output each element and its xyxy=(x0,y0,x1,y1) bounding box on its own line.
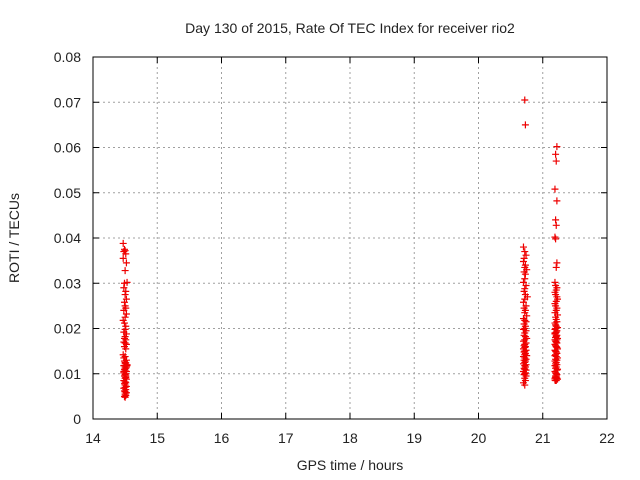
data-point xyxy=(552,221,560,229)
data-point xyxy=(120,392,128,400)
plot-frame xyxy=(92,56,608,420)
data-point xyxy=(552,331,560,339)
data-point xyxy=(121,393,129,401)
data-point xyxy=(119,239,127,247)
y-tick-label: 0.05 xyxy=(54,185,81,201)
x-axis-label: GPS time / hours xyxy=(297,457,404,473)
data-point xyxy=(519,298,527,306)
x-tick-label: 15 xyxy=(149,430,165,446)
data-point xyxy=(552,235,560,243)
data-point xyxy=(551,278,559,286)
data-point xyxy=(552,150,560,158)
x-tick-label: 21 xyxy=(535,430,551,446)
data-point xyxy=(122,259,130,267)
data-point xyxy=(553,197,561,205)
data-point xyxy=(122,250,130,258)
data-point xyxy=(521,381,529,389)
data-point xyxy=(553,259,561,267)
x-tick-label: 19 xyxy=(406,430,422,446)
data-point xyxy=(121,353,129,361)
data-point xyxy=(123,278,131,286)
y-tick-label: 0.06 xyxy=(54,140,81,156)
data-point xyxy=(551,185,559,193)
data-point xyxy=(552,372,560,380)
data-point xyxy=(521,270,529,278)
data-point xyxy=(521,248,529,256)
data-point xyxy=(521,121,529,129)
data-point xyxy=(522,282,530,290)
x-tick-label: 20 xyxy=(471,430,487,446)
x-tick-labels: 14 15 16 17 18 19 20 21 22 xyxy=(85,430,615,446)
data-point xyxy=(521,295,529,303)
y-tick-label: 0.03 xyxy=(54,275,81,291)
data-point xyxy=(520,254,528,262)
data-point xyxy=(121,247,129,255)
data-point xyxy=(552,157,560,165)
y-axis-label: ROTI / TECUs xyxy=(6,193,22,283)
data-point xyxy=(122,345,130,353)
chart-title: Day 130 of 2015, Rate Of TEC Index for r… xyxy=(185,20,515,36)
data-point xyxy=(521,275,529,283)
data-point xyxy=(119,254,127,262)
data-point xyxy=(121,267,129,275)
x-tick-label: 14 xyxy=(85,430,101,446)
data-point xyxy=(553,336,561,344)
x-tick-label: 22 xyxy=(599,430,615,446)
y-tick-label: 0.07 xyxy=(54,94,81,110)
data-point xyxy=(552,263,560,271)
data-point xyxy=(120,367,128,375)
x-tick-label: 17 xyxy=(278,430,294,446)
y-tick-label: 0.08 xyxy=(54,49,81,65)
data-points xyxy=(119,96,562,401)
y-tick-label: 0.04 xyxy=(54,230,81,246)
y-tick-label: 0.02 xyxy=(54,321,81,337)
data-point xyxy=(122,363,130,371)
data-point xyxy=(521,316,529,324)
data-point xyxy=(120,334,128,342)
data-point xyxy=(122,287,130,295)
data-point xyxy=(122,310,130,318)
data-point xyxy=(120,319,128,327)
data-point xyxy=(120,306,128,314)
data-point xyxy=(552,216,560,224)
data-point xyxy=(123,362,131,370)
grid-lines xyxy=(93,57,607,419)
data-point xyxy=(121,339,129,347)
data-point xyxy=(520,287,528,295)
y-tick-label: 0.01 xyxy=(54,366,81,382)
y-tick-label: 0 xyxy=(73,411,81,427)
data-point xyxy=(120,298,128,306)
data-point xyxy=(519,243,527,251)
x-tick-label: 18 xyxy=(342,430,358,446)
data-point xyxy=(519,258,527,266)
data-point xyxy=(121,291,129,299)
data-point xyxy=(120,284,128,292)
y-tick-labels: 0 0.01 0.02 0.03 0.04 0.05 0.06 0.07 0.08 xyxy=(54,49,81,427)
data-point xyxy=(122,372,130,380)
data-point xyxy=(521,96,529,104)
x-tick-label: 16 xyxy=(214,430,230,446)
data-point xyxy=(553,143,561,151)
data-point xyxy=(122,322,130,330)
